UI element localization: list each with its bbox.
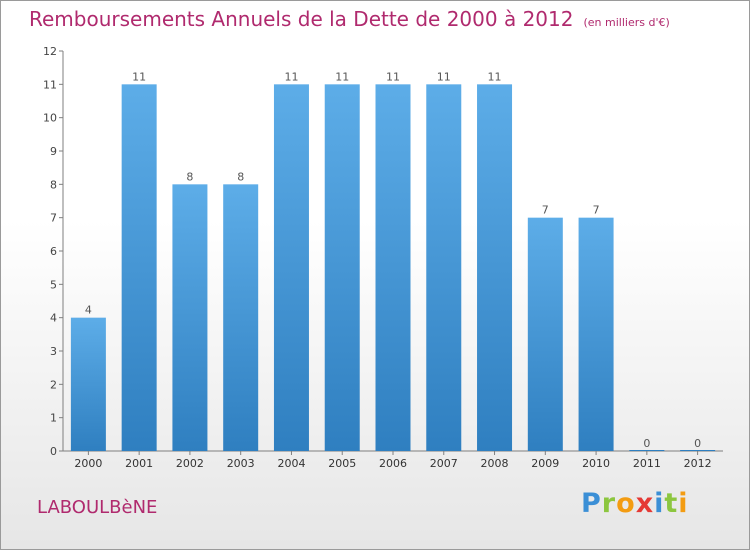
bar-value-label: 11	[132, 70, 146, 83]
y-tick-label: 5	[50, 278, 57, 291]
bar-value-label: 11	[335, 70, 349, 83]
y-tick-label: 2	[50, 378, 57, 391]
logo-letter: P	[581, 488, 602, 519]
title-text: Remboursements Annuels de la Dette de 20…	[29, 7, 574, 31]
bar-value-label: 11	[488, 70, 502, 83]
bar	[273, 84, 309, 451]
bar-value-label: 7	[593, 204, 600, 217]
x-tick-label: 2000	[74, 457, 102, 470]
logo-letter: o	[616, 488, 636, 519]
x-tick-label: 2003	[227, 457, 255, 470]
x-tick-label: 2012	[684, 457, 712, 470]
x-tick-label: 2011	[633, 457, 661, 470]
x-tick-label: 2005	[328, 457, 356, 470]
y-tick-label: 0	[50, 445, 57, 458]
logo-letter: t	[664, 488, 679, 519]
bar	[578, 217, 614, 451]
bar-value-label: 0	[694, 437, 701, 450]
chart-subtitle: (en milliers d'€)	[583, 16, 670, 29]
x-tick-label: 2006	[379, 457, 407, 470]
logo-letter: r	[601, 488, 617, 519]
x-tick-label: 2010	[582, 457, 610, 470]
logo-letter: i	[654, 488, 665, 519]
bar	[121, 84, 157, 451]
y-tick-label: 8	[50, 178, 57, 191]
bar	[172, 184, 208, 452]
bar	[680, 450, 716, 451]
bar	[527, 217, 563, 451]
x-tick-label: 2001	[125, 457, 153, 470]
y-tick-label: 6	[50, 245, 57, 258]
bar-value-label: 8	[186, 170, 193, 183]
bar-value-label: 11	[386, 70, 400, 83]
y-tick-label: 11	[43, 78, 57, 91]
bar-value-label: 11	[284, 70, 298, 83]
bar-value-label: 7	[542, 204, 549, 217]
proxiti-logo[interactable]: Proxiti	[581, 488, 689, 519]
y-tick-label: 7	[50, 212, 57, 225]
bar-value-label: 11	[437, 70, 451, 83]
bar	[477, 84, 513, 451]
y-tick-label: 9	[50, 145, 57, 158]
x-tick-label: 2009	[531, 457, 559, 470]
x-tick-label: 2004	[277, 457, 305, 470]
y-tick-label: 3	[50, 345, 57, 358]
bar	[223, 184, 259, 452]
bar	[629, 450, 665, 451]
chart-title: Remboursements Annuels de la Dette de 20…	[29, 7, 670, 31]
y-tick-label: 12	[43, 45, 57, 58]
logo-letter: x	[635, 488, 655, 519]
x-tick-label: 2002	[176, 457, 204, 470]
bar	[375, 84, 411, 451]
x-tick-label: 2008	[481, 457, 509, 470]
commune-name: LABOULBèNE	[37, 497, 158, 518]
y-tick-label: 10	[43, 112, 57, 125]
logo-letter: i	[678, 488, 689, 519]
bar	[70, 317, 106, 451]
y-tick-label: 1	[50, 412, 57, 425]
bar-value-label: 4	[85, 304, 92, 317]
bar	[324, 84, 360, 451]
y-tick-label: 4	[50, 312, 57, 325]
bar	[426, 84, 462, 451]
bar-value-label: 8	[237, 170, 244, 183]
bar-value-label: 0	[643, 437, 650, 450]
x-tick-label: 2007	[430, 457, 458, 470]
